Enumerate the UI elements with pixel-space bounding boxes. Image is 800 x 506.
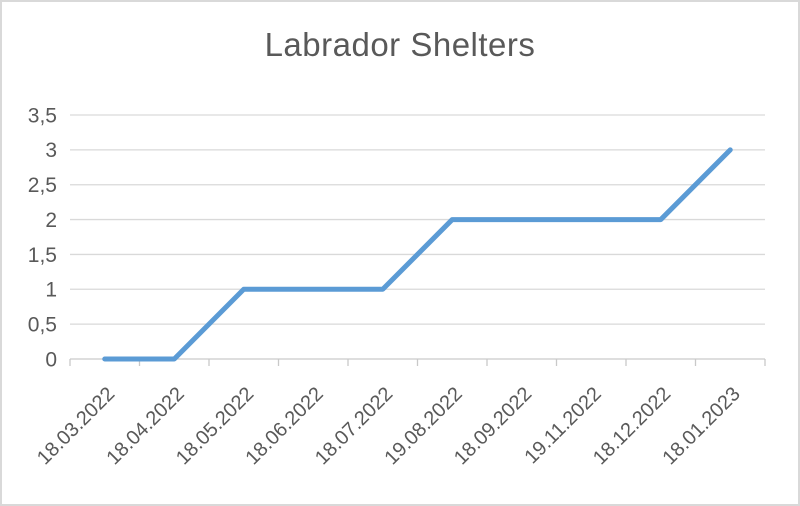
y-axis-labels-group: 0 0,5 1 1,5 2 2,5 3 3,5 (28, 104, 57, 371)
chart-title: Labrador Shelters (264, 26, 536, 63)
y-axis-tick-label: 3 (45, 139, 57, 162)
y-axis-tick-label: 0,5 (28, 313, 57, 336)
y-axis-tick-label: 2 (45, 209, 57, 232)
y-axis-tick-label: 2,5 (28, 174, 57, 197)
x-axis-labels-group: 18.03.202218.04.202218.05.202218.06.2022… (33, 383, 745, 469)
y-axis-tick-label: 1 (45, 279, 57, 302)
y-axis-tick-label: 3,5 (28, 104, 57, 127)
series-line (102, 147, 733, 362)
series-line-group (102, 147, 733, 362)
x-axis-group (69, 358, 766, 366)
y-axis-tick-label: 1,5 (28, 244, 57, 267)
y-axis-tick-label: 0 (45, 348, 57, 371)
